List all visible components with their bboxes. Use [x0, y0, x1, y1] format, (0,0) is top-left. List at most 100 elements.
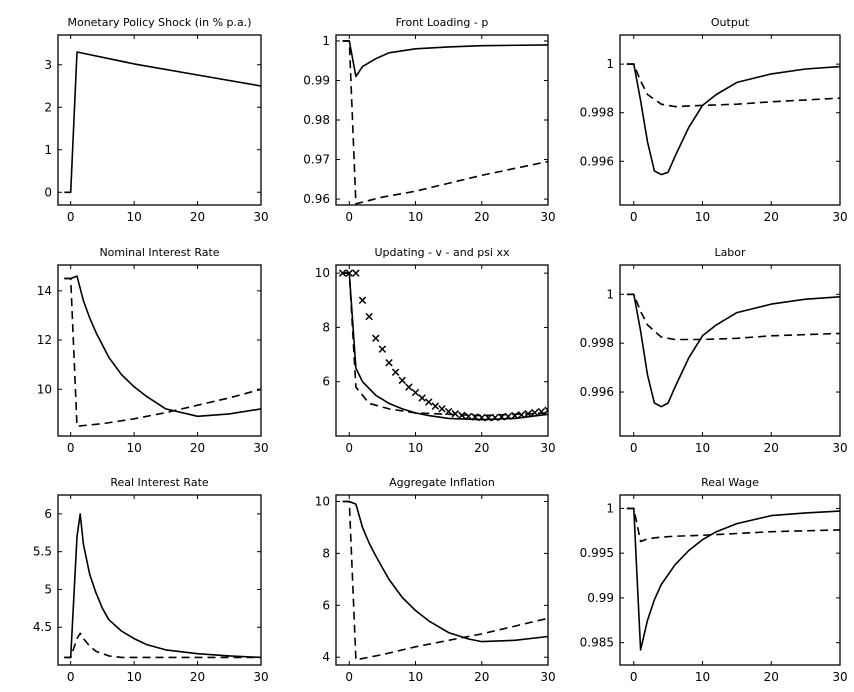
solid-series-line — [626, 507, 840, 651]
x-tick-label: 30 — [832, 210, 847, 224]
x-tick-label: 10 — [408, 441, 423, 455]
subplot-title: Aggregate Inflation — [389, 476, 495, 489]
x-tick-label: 20 — [474, 441, 489, 455]
x-marker — [431, 402, 440, 410]
solid-series-line — [342, 272, 548, 421]
x-marker — [411, 388, 420, 397]
x-tick-label: 10 — [408, 670, 423, 684]
x-tick-label: 10 — [408, 210, 423, 224]
dashed-series-line — [342, 500, 548, 661]
axes-frame — [619, 494, 841, 666]
x-tick-label: 30 — [253, 210, 268, 224]
axes-frame — [335, 34, 549, 206]
solid-series-line — [342, 500, 548, 643]
x-tick-label: 0 — [345, 670, 353, 684]
x-marker — [471, 413, 479, 421]
y-tick-label: 10 — [37, 382, 52, 396]
y-tick-label: 0.995 — [580, 546, 614, 560]
y-tick-label: 2 — [44, 100, 52, 114]
solid-series-line — [64, 275, 261, 418]
x-marker — [497, 413, 506, 421]
y-tick-label: 0.998 — [580, 336, 614, 350]
dashed-series-line — [342, 40, 548, 205]
y-tick-label: 8 — [322, 546, 330, 560]
x-marker — [491, 413, 499, 422]
y-tick-label: 1 — [606, 501, 614, 515]
y-tick-label: 6 — [322, 598, 330, 612]
x-tick-label: 30 — [832, 670, 847, 684]
solid-series-line — [342, 40, 548, 78]
y-tick-label: 10 — [315, 494, 330, 508]
x-marker — [537, 407, 546, 416]
solid-series-line — [626, 63, 840, 176]
dashed-series-line — [626, 293, 840, 341]
x-marker — [531, 408, 539, 417]
x-marker — [385, 358, 393, 367]
dashed-series-line — [626, 507, 840, 543]
y-tick-label: 6 — [322, 375, 330, 389]
subplot-title: Front Loading - p — [396, 16, 489, 29]
subplot-7: Real Interest Rate 0 10 20 30 4.5 5 5.5 6 — [33, 476, 269, 684]
y-tick-label: 14 — [37, 284, 52, 298]
x-marker — [405, 383, 413, 391]
axes-frame — [619, 34, 841, 206]
x-tick-label: 10 — [695, 441, 710, 455]
x-marker — [358, 296, 367, 305]
x-tick-label: 0 — [630, 210, 638, 224]
subplot-title: Real Interest Rate — [110, 476, 209, 489]
y-tick-label: 8 — [322, 320, 330, 334]
y-tick-label: 1 — [606, 287, 614, 301]
y-tick-label: 1 — [322, 34, 330, 48]
y-tick-label: 0 — [44, 185, 52, 199]
x-tick-label: 0 — [345, 441, 353, 455]
subplot-3: Output 0 10 20 30 0.996 0.998 1 — [580, 16, 848, 224]
x-marker — [365, 312, 373, 321]
x-tick-label: 30 — [540, 441, 555, 455]
y-tick-label: 0.996 — [580, 154, 614, 168]
y-tick-label: 0.985 — [580, 636, 614, 650]
x-tick-label: 10 — [695, 210, 710, 224]
x-marker — [345, 269, 353, 277]
x-tick-label: 20 — [474, 670, 489, 684]
solid-series-line — [64, 51, 261, 194]
x-marker — [352, 269, 360, 277]
x-tick-label: 20 — [190, 210, 205, 224]
y-tick-label: 0.96 — [303, 192, 330, 206]
subplot-2: Front Loading - p 0 10 20 30 0.96 0.97 0.98 0.99… — [303, 16, 555, 224]
y-tick-label: 6 — [44, 507, 52, 521]
subplot-6: Labor 0 10 20 30 0.996 0.998 1 — [580, 246, 848, 455]
subplot-1: Monetary Policy Shock (in % p.a.)0 10 20 30… — [44, 16, 268, 224]
x-marker — [504, 412, 512, 421]
y-tick-label: 0.998 — [580, 106, 614, 120]
x-tick-label: 30 — [540, 210, 555, 224]
subplot-title: Nominal Interest Rate — [99, 246, 219, 259]
x-marker — [378, 345, 387, 353]
y-tick-label: 0.99 — [303, 73, 330, 87]
axes-frame — [57, 34, 262, 206]
x-marker — [544, 406, 548, 414]
x-marker — [391, 368, 400, 376]
x-tick-label: 0 — [630, 670, 638, 684]
x-tick-label: 30 — [253, 441, 268, 455]
x-marker — [524, 410, 532, 418]
x-marker — [418, 394, 426, 402]
x-tick-label: 20 — [190, 441, 205, 455]
y-tick-label: 5.5 — [33, 545, 52, 559]
x-marker — [338, 269, 347, 277]
subplot-4: Nominal Interest Rate 0 10 20 30 10 12 14 — [37, 246, 269, 455]
subplot-title: Output — [711, 16, 750, 29]
x-tick-label: 20 — [764, 210, 779, 224]
subplot-5: Updating - v - and psi xx 0 10 20 30 6 8 10 — [315, 246, 556, 455]
x-marker — [444, 407, 453, 416]
x-tick-label: 30 — [540, 670, 555, 684]
x-tick-label: 0 — [67, 441, 75, 455]
x-marker — [458, 411, 466, 420]
x-tick-label: 0 — [67, 210, 75, 224]
x-tick-label: 20 — [474, 210, 489, 224]
x-marker — [511, 411, 519, 420]
y-tick-label: 12 — [37, 333, 52, 347]
solid-series-line — [64, 513, 261, 659]
dashed-series-line — [64, 632, 261, 659]
x-marker — [398, 376, 406, 385]
subplot-8: Aggregate Inflation 0 10 20 30 4 6 8 10 — [315, 476, 556, 684]
